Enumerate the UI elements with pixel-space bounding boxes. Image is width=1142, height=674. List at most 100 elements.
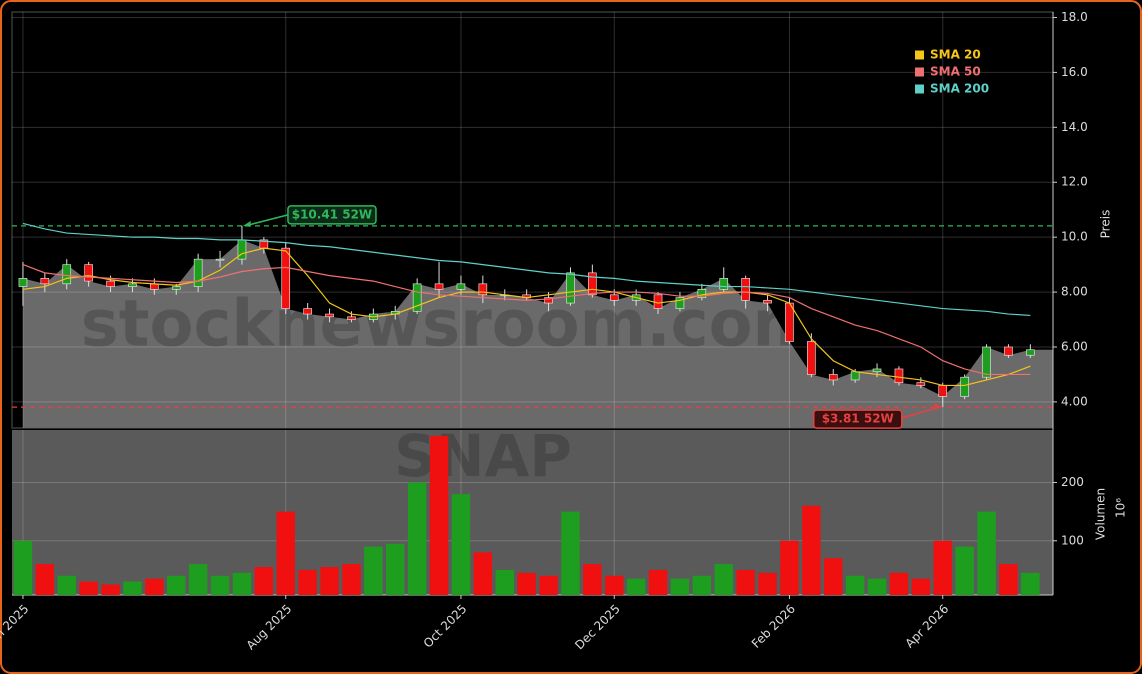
y-tick-label: 10.0 — [1061, 230, 1088, 244]
candle-body — [106, 280, 115, 287]
candle-body — [916, 382, 926, 386]
candle-body — [193, 258, 203, 287]
volume-bar — [714, 564, 733, 595]
volume-bar — [386, 543, 405, 595]
volume-bar — [758, 572, 777, 595]
volume-bar — [692, 575, 712, 595]
volume-bar — [79, 581, 98, 595]
volume-bar — [911, 578, 931, 595]
volume-axis-label: Volumen — [1094, 488, 1108, 540]
candle-body — [960, 376, 969, 397]
volume-bar — [626, 578, 646, 595]
volume-bar — [780, 540, 799, 595]
y-tick-label: 200 — [1061, 475, 1084, 489]
candle-body — [938, 385, 948, 397]
volume-bar — [605, 575, 624, 595]
candle-body — [763, 300, 772, 304]
candle-body — [785, 302, 794, 342]
volume-bar — [298, 569, 317, 595]
legend-swatch — [915, 67, 924, 77]
volume-bar — [495, 569, 514, 595]
legend-swatch — [915, 84, 924, 94]
candle-body — [828, 374, 838, 381]
volume-bar — [407, 482, 427, 595]
y-axis-label: Preis — [1099, 210, 1113, 239]
volume-bar — [648, 569, 668, 595]
legend-swatch — [915, 50, 924, 60]
price-area — [22, 239, 1054, 428]
volume-bar — [977, 511, 996, 595]
candle-body — [872, 368, 882, 373]
candle-body — [675, 297, 685, 309]
candle-body — [215, 258, 225, 261]
candle-body — [719, 278, 729, 290]
candle-body — [128, 283, 137, 287]
volume-bar — [670, 578, 690, 595]
plot-layer: 4.006.008.0010.012.014.016.018.0100200Ju… — [0, 10, 1088, 652]
volume-bar — [539, 575, 558, 595]
volume-bar — [254, 567, 274, 595]
volume-scale-label: 10⁶ — [1114, 498, 1128, 518]
y-tick-label: 6.00 — [1061, 339, 1088, 353]
volume-bar — [473, 552, 493, 595]
volume-bar — [429, 435, 449, 595]
candle-body — [434, 283, 444, 290]
volume-bar — [845, 575, 865, 595]
y-tick-label: 100 — [1061, 533, 1084, 547]
legend-label: SMA 200 — [930, 82, 989, 96]
annotation-text: $10.41 52W — [292, 207, 372, 221]
candle-body — [281, 247, 291, 309]
volume-panel — [12, 430, 1053, 595]
y-tick-label: 18.0 — [1061, 10, 1088, 24]
y-tick-label: 4.00 — [1061, 394, 1088, 408]
candle-body — [456, 283, 466, 290]
legend-label: SMA 50 — [930, 65, 981, 79]
volume-bar — [364, 546, 383, 595]
volume-bar — [57, 575, 76, 595]
volume-bar — [320, 567, 339, 595]
candle-body — [982, 346, 991, 378]
volume-bar — [1021, 572, 1040, 595]
volume-bar — [123, 581, 142, 595]
y-tick-label: 12.0 — [1061, 175, 1088, 189]
volume-bar — [517, 572, 536, 595]
volume-bar — [955, 546, 974, 595]
volume-bar — [232, 572, 252, 595]
candle-body — [894, 368, 904, 383]
candle-body — [412, 283, 422, 312]
volume-bar — [583, 564, 602, 595]
volume-bar — [210, 575, 230, 595]
volume-bar — [145, 578, 164, 595]
sma-line — [22, 247, 1031, 387]
candle-body — [478, 283, 488, 296]
watermark-ticker: SNAP — [394, 422, 572, 490]
candle-body — [653, 294, 663, 309]
volume-bar — [101, 584, 120, 595]
legend-label: SMA 20 — [930, 48, 981, 62]
arrow-head — [242, 220, 251, 227]
watermark: stocknewsroom.com — [81, 288, 819, 362]
annotation-arrow — [897, 406, 940, 420]
volume-bar — [802, 505, 821, 595]
candle-body — [18, 278, 28, 287]
volume-bar — [13, 540, 33, 595]
candle-body — [609, 294, 619, 301]
sma-line — [22, 264, 1031, 376]
candle-body — [84, 264, 93, 282]
candle-body — [566, 272, 575, 304]
volume-bar — [167, 575, 186, 595]
y-tick-label: 14.0 — [1061, 120, 1088, 134]
y-tick-label: 16.0 — [1061, 65, 1088, 79]
sma-line — [22, 222, 1031, 317]
candle-body — [588, 272, 597, 296]
volume-bar — [867, 578, 887, 595]
candle-body — [697, 289, 707, 298]
candle-body — [807, 341, 816, 375]
annotation-arrow — [244, 214, 289, 227]
candle-body — [1004, 346, 1013, 356]
volume-bar — [35, 564, 55, 595]
candle-body — [544, 297, 553, 304]
volume-bar — [451, 494, 471, 595]
volume-bar — [561, 511, 580, 595]
